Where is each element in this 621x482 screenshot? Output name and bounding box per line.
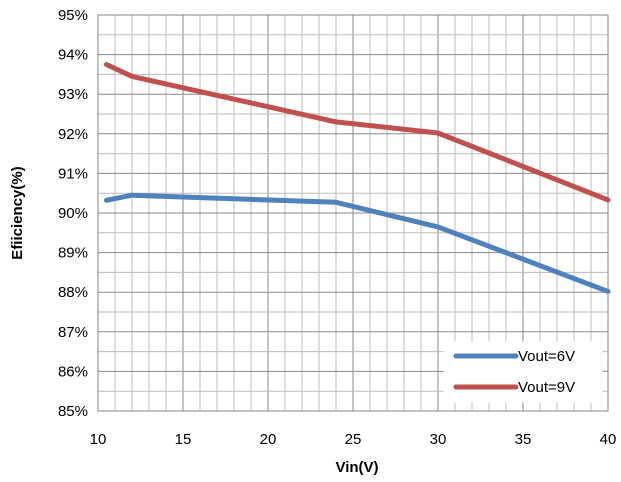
y-tick-label: 86% (58, 363, 88, 380)
legend-label-2: Vout=9V (518, 379, 575, 396)
y-axis-ticks: 85% 86% 87% 88% 89% 90% 91% 92% 93% 94% 95% (58, 7, 88, 420)
series-lines (104, 62, 611, 294)
x-tick-label: 10 (90, 431, 107, 448)
y-tick-label: 85% (58, 403, 88, 420)
x-axis-ticks: 10 15 20 25 30 35 40 (90, 431, 617, 448)
x-tick-label: 30 (430, 431, 447, 448)
x-tick-label: 35 (515, 431, 532, 448)
y-tick-label: 95% (58, 7, 88, 24)
series-line-1 (104, 192, 611, 294)
series-line-2 (104, 62, 611, 203)
y-tick-label: 89% (58, 245, 88, 262)
legend-box (443, 341, 603, 403)
x-tick-label: 40 (600, 431, 617, 448)
y-tick-label: 90% (58, 205, 88, 222)
x-tick-label: 20 (260, 431, 277, 448)
plot-area-border (97, 14, 609, 412)
y-tick-label: 94% (58, 47, 88, 64)
y-tick-label: 91% (58, 165, 88, 182)
x-tick-label: 25 (345, 431, 362, 448)
y-tick-label: 87% (58, 324, 88, 341)
y-axis-title: Efiiciency(%) (9, 166, 26, 259)
y-tick-label: 88% (58, 284, 88, 301)
y-tick-label: 93% (58, 86, 88, 103)
y-tick-label: 92% (58, 126, 88, 143)
x-tick-label: 15 (175, 431, 192, 448)
x-axis-title: Vin(V) (335, 459, 378, 476)
legend: Vout=6V Vout=9V (443, 341, 603, 403)
legend-label-1: Vout=6V (518, 348, 575, 365)
